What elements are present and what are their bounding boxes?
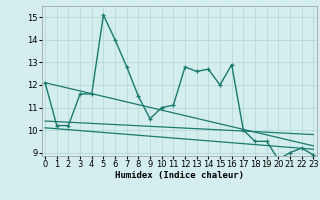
X-axis label: Humidex (Indice chaleur): Humidex (Indice chaleur) <box>115 171 244 180</box>
